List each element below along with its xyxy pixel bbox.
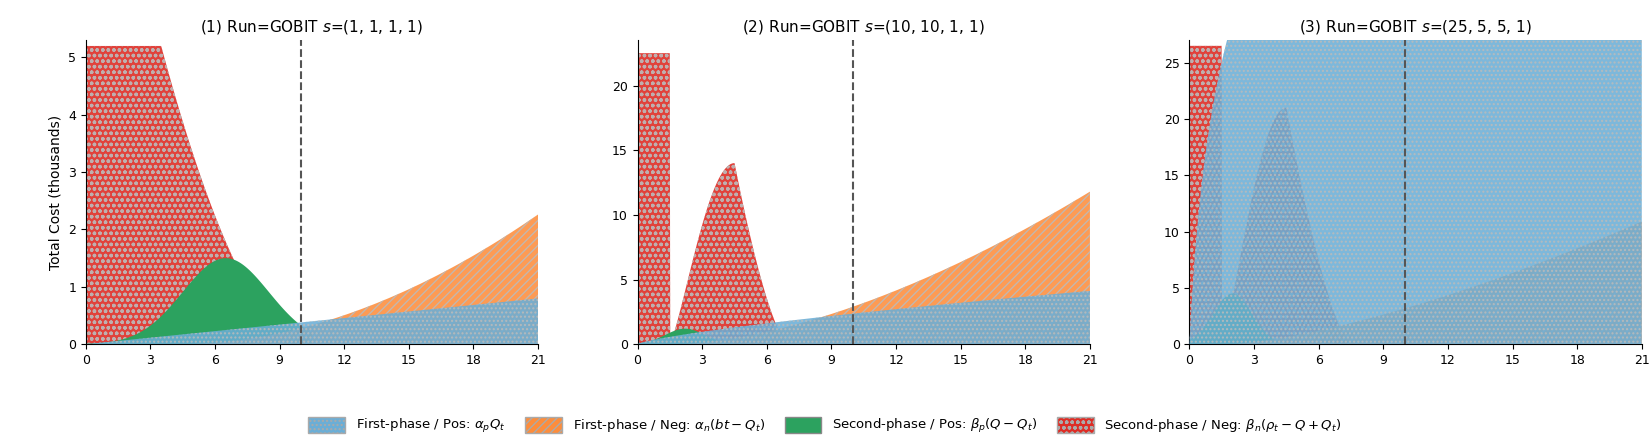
- Title: (1) Run=GOBIT $s$=(1, 1, 1, 1): (1) Run=GOBIT $s$=(1, 1, 1, 1): [200, 18, 424, 36]
- Y-axis label: Total Cost (thousands): Total Cost (thousands): [48, 114, 63, 270]
- Title: (3) Run=GOBIT $s$=(25, 5, 5, 1): (3) Run=GOBIT $s$=(25, 5, 5, 1): [1299, 18, 1533, 36]
- Title: (2) Run=GOBIT $s$=(10, 10, 1, 1): (2) Run=GOBIT $s$=(10, 10, 1, 1): [742, 18, 985, 36]
- Legend: First-phase / Pos: $\alpha_p Q_t$, First-phase / Neg: $\alpha_n(bt - Q_t)$, Seco: First-phase / Pos: $\alpha_p Q_t$, First…: [304, 411, 1346, 440]
